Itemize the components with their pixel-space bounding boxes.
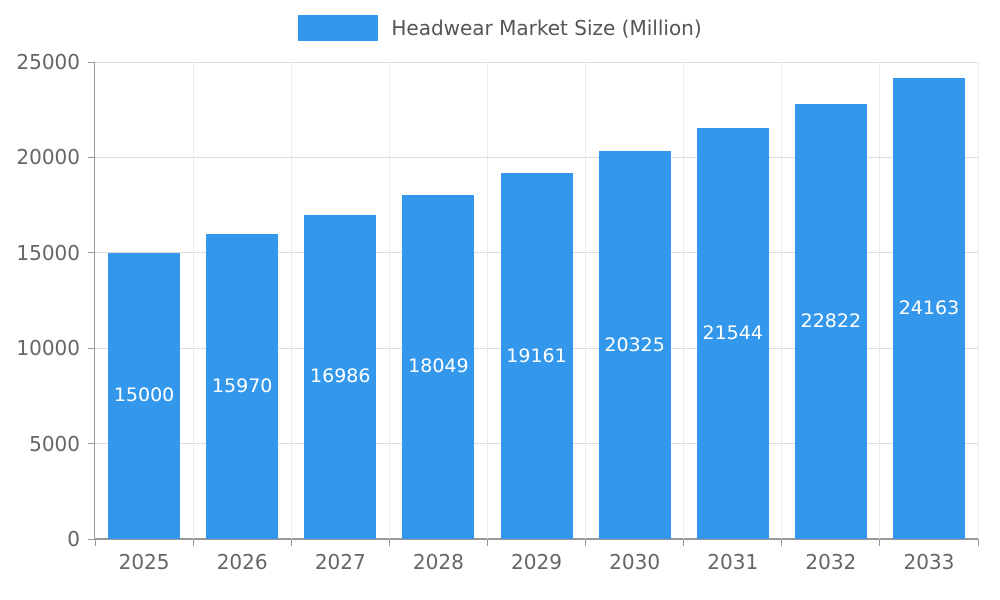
x-axis-tick	[977, 539, 979, 546]
y-axis-tick	[88, 443, 95, 445]
y-axis-tick	[88, 538, 95, 540]
y-axis-tick-label: 20000	[16, 145, 80, 170]
bar-value-label: 22822	[800, 309, 862, 332]
x-axis-tick-label: 2031	[707, 550, 759, 574]
x-axis-tick	[192, 539, 194, 546]
legend-label: Headwear Market Size (Million)	[391, 16, 702, 40]
v-gridline	[879, 62, 881, 539]
v-gridline	[781, 62, 783, 539]
chart-legend[interactable]: Headwear Market Size (Million)	[0, 15, 1000, 41]
y-axis-tick	[88, 252, 95, 254]
bar	[500, 173, 573, 539]
v-gridline	[977, 62, 979, 539]
y-axis-tick-label: 25000	[16, 50, 80, 74]
y-axis-line	[94, 62, 95, 539]
bar	[304, 214, 377, 539]
bar-value-label: 15970	[211, 375, 273, 398]
bar-value-label: 16986	[310, 365, 371, 388]
x-axis-tick	[683, 539, 685, 546]
x-axis-line	[94, 538, 978, 540]
plot-area: 0 5000 10000 15000 20000 25000 15000 2025 15970 2…	[16, 52, 979, 572]
bar	[402, 194, 475, 539]
y-axis-tick-label: 10000	[16, 336, 80, 361]
bar	[696, 127, 769, 539]
v-gridline	[192, 62, 194, 539]
bar	[598, 151, 671, 539]
x-axis-tick	[781, 539, 783, 546]
bar	[794, 103, 867, 539]
v-gridline	[585, 62, 587, 539]
x-axis-tick	[290, 539, 292, 546]
y-axis-tick	[88, 347, 95, 349]
bar-value-label: 15000	[113, 384, 175, 407]
v-gridline	[486, 62, 488, 539]
v-gridline	[683, 62, 685, 539]
x-axis-tick-label: 2027	[314, 550, 366, 574]
bar-value-label: 21544	[702, 321, 763, 344]
h-gridline	[95, 156, 978, 158]
y-axis-tick	[88, 156, 95, 158]
h-gridline	[95, 61, 978, 63]
bar	[108, 252, 181, 539]
x-axis-tick-label: 2025	[118, 550, 170, 574]
bar-value-label: 19161	[506, 344, 567, 367]
y-axis-tick-label: 5000	[29, 431, 80, 456]
x-axis-tick	[94, 539, 96, 546]
legend-swatch-icon	[298, 15, 379, 41]
v-gridline	[290, 62, 292, 539]
x-axis-tick	[879, 539, 881, 546]
x-axis-tick	[486, 539, 488, 546]
x-axis-tick-label: 2032	[805, 550, 857, 574]
x-axis-tick-label: 2033	[903, 550, 955, 574]
y-axis-tick-label: 0	[67, 527, 80, 551]
x-axis-tick	[585, 539, 587, 546]
y-axis-tick	[88, 61, 95, 63]
bar-value-label: 18049	[408, 355, 469, 378]
bar-value-label: 20325	[604, 333, 665, 356]
x-axis-tick-label: 2028	[412, 550, 464, 574]
bar	[892, 77, 965, 539]
x-axis-tick	[388, 539, 390, 546]
bar-value-label: 24163	[898, 297, 960, 319]
y-axis-tick-label: 15000	[16, 240, 80, 265]
x-axis-tick-label: 2026	[216, 550, 268, 574]
bar	[206, 234, 279, 539]
x-axis-tick-label: 2029	[511, 550, 562, 574]
x-axis-tick-label: 2030	[609, 550, 661, 574]
v-gridline	[388, 62, 390, 539]
